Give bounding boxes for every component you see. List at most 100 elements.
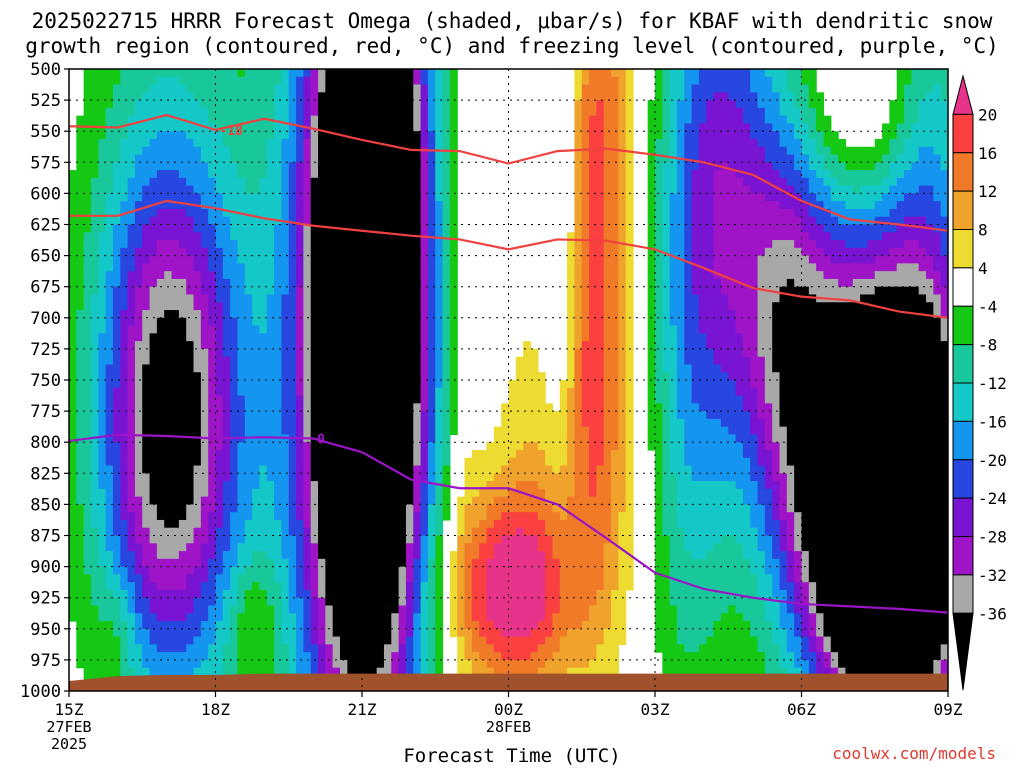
- omega-cell: [252, 255, 261, 264]
- omega-cell: [274, 341, 283, 350]
- omega-cell: [90, 100, 99, 109]
- omega-cell: [105, 589, 114, 599]
- omega-cell: [383, 123, 392, 132]
- omega-cell: [171, 154, 180, 163]
- omega-cell: [340, 333, 348, 342]
- omega-cell: [545, 558, 554, 568]
- omega-cell: [76, 146, 85, 156]
- omega-cell: [178, 310, 187, 319]
- omega-cell: [112, 442, 121, 451]
- omega-cell: [171, 325, 180, 334]
- omega-cell: [112, 286, 121, 296]
- omega-cell: [589, 247, 597, 257]
- omega-cell: [537, 449, 546, 459]
- omega-cell: [332, 504, 341, 513]
- omega-cell: [120, 395, 129, 404]
- omega-cell: [523, 512, 532, 521]
- omega-cell: [120, 255, 129, 264]
- omega-cell: [237, 527, 246, 537]
- omega-cell: [149, 442, 158, 451]
- omega-cell: [164, 185, 173, 194]
- omega-cell: [208, 208, 217, 218]
- omega-cell: [449, 628, 458, 638]
- omega-cell: [127, 527, 136, 537]
- omega-cell: [574, 76, 583, 86]
- omega-cell: [69, 488, 77, 498]
- omega-cell: [237, 418, 246, 428]
- omega-cell: [303, 76, 312, 86]
- omega-cell: [383, 325, 392, 334]
- omega-cell: [69, 364, 77, 373]
- omega-cell: [193, 574, 202, 583]
- omega-cell: [427, 372, 436, 381]
- omega-cell: [90, 240, 99, 249]
- omega-cell: [186, 496, 195, 505]
- omega-cell: [376, 597, 385, 607]
- omega-cell: [259, 107, 268, 117]
- omega-cell: [318, 652, 326, 661]
- omega-cell: [127, 496, 136, 505]
- omega-cell: [274, 247, 283, 257]
- omega-cell: [200, 465, 209, 474]
- omega-cell: [69, 271, 77, 280]
- omega-cell: [354, 434, 363, 443]
- omega-cell: [156, 302, 165, 311]
- omega-cell: [574, 271, 583, 280]
- omega-cell: [530, 473, 539, 482]
- omega-cell: [413, 442, 422, 451]
- omega-cell: [574, 465, 583, 474]
- omega-cell: [340, 395, 348, 404]
- omega-cell: [362, 434, 370, 443]
- omega-cell: [105, 527, 114, 537]
- omega-cell: [405, 574, 414, 583]
- omega-cell: [318, 543, 326, 552]
- omega-cell: [208, 543, 217, 552]
- omega-cell: [171, 636, 180, 645]
- omega-cell: [479, 589, 488, 599]
- omega-cell: [567, 247, 576, 257]
- omega-cell: [369, 605, 378, 614]
- omega-cell: [332, 613, 341, 622]
- omega-cell: [83, 426, 92, 436]
- omega-cell: [120, 247, 129, 257]
- omega-cell: [515, 387, 524, 397]
- omega-cell: [142, 240, 151, 249]
- omega-cell: [325, 294, 334, 303]
- omega-cell: [383, 177, 392, 187]
- omega-cell: [252, 348, 261, 358]
- omega-cell: [142, 278, 151, 288]
- omega-cell: [530, 558, 539, 568]
- omega-cell: [318, 558, 326, 568]
- omega-cell: [523, 395, 532, 404]
- omega-cell: [545, 621, 554, 630]
- omega-cell: [274, 356, 283, 366]
- omega-cell: [479, 652, 488, 661]
- omega-cell: [376, 263, 385, 272]
- omega-cell: [142, 107, 151, 117]
- omega-cell: [200, 278, 209, 288]
- omega-cell: [508, 380, 517, 389]
- omega-cell: [98, 387, 107, 397]
- omega-cell: [398, 208, 407, 218]
- omega-cell: [134, 154, 143, 163]
- omega-cell: [376, 481, 385, 490]
- omega-cell: [303, 170, 312, 179]
- omega-cell: [340, 481, 348, 490]
- omega-cell: [523, 364, 532, 373]
- omega-cell: [310, 317, 319, 327]
- omega-cell: [98, 659, 107, 669]
- omega-cell: [237, 574, 246, 583]
- omega-cell: [156, 69, 165, 78]
- omega-cell: [501, 659, 510, 669]
- omega-cell: [589, 138, 597, 148]
- omega-cell: [83, 636, 92, 645]
- omega-cell: [449, 84, 458, 93]
- omega-cell: [149, 364, 158, 373]
- omega-cell: [208, 216, 217, 226]
- omega-cell: [420, 621, 429, 630]
- omega-cell: [420, 434, 429, 443]
- omega-cell: [252, 465, 261, 474]
- omega-cell: [318, 519, 326, 529]
- omega-cell: [376, 566, 385, 575]
- omega-cell: [296, 496, 304, 505]
